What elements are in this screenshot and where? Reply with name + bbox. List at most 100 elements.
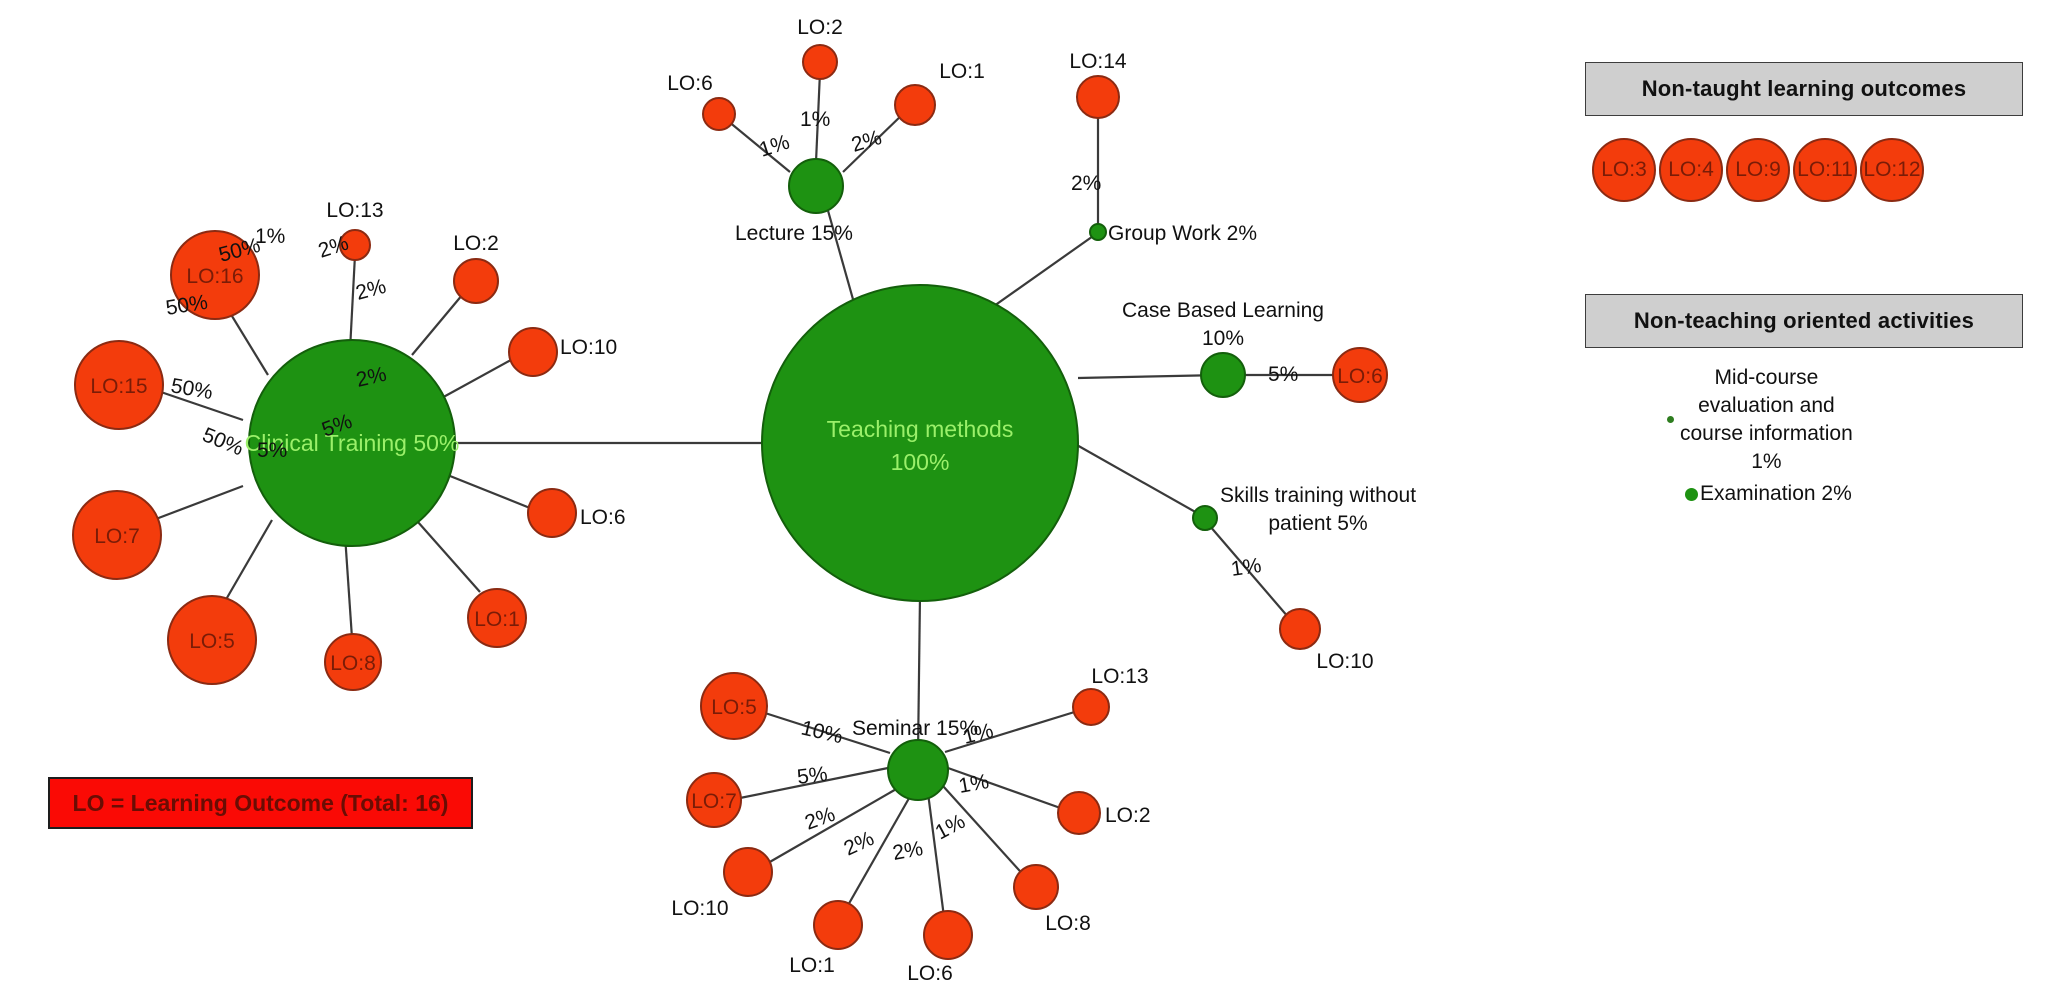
edge-clinical-lo7 xyxy=(147,484,244,524)
node-lo[interactable]: LO:10 xyxy=(671,847,773,920)
node-lo[interactable]: LO:1 xyxy=(467,588,527,648)
node-teaching-methods[interactable]: Teaching methods 100% xyxy=(761,284,1079,602)
edge-clinical-lo13 xyxy=(348,254,357,351)
node-teaching-methods-label-line1: Teaching methods xyxy=(827,416,1014,442)
non-taught-outcomes-list: LO:3 LO:4 LO:9 LO:11 LO:12 xyxy=(1592,135,2022,205)
node-lo-label: LO:14 xyxy=(1069,50,1127,73)
edge-label: 50% xyxy=(169,374,214,404)
node-lo[interactable]: LO:7 xyxy=(72,490,162,580)
node-lecture-label: Lecture 15% xyxy=(735,222,853,245)
node-teaching-methods-label-line2: 100% xyxy=(891,449,950,475)
node-lo-label: LO:2 xyxy=(1105,804,1151,827)
edge-clinical-lo8 xyxy=(343,534,354,639)
node-lo[interactable]: LO:16 xyxy=(170,230,260,320)
edge-label: 1% xyxy=(1229,554,1262,581)
non-taught-outcome-chip[interactable]: LO:12 xyxy=(1860,138,1924,202)
edge-teaching-to-casebased xyxy=(1077,373,1223,380)
node-lo-label: LO:5 xyxy=(711,696,757,719)
node-skills-training-label-line2: patient 5% xyxy=(1268,512,1367,535)
node-lo-label: LO:2 xyxy=(797,16,843,39)
node-lo-label: LO:6 xyxy=(1337,365,1383,388)
node-lo[interactable]: LO:1 xyxy=(789,900,863,977)
node-case-based-learning[interactable]: Case Based Learning 10% xyxy=(1122,299,1324,398)
node-lo-label: LO:2 xyxy=(453,232,499,255)
node-lo[interactable]: LO:14 xyxy=(1069,50,1127,119)
node-lo-label: LO:13 xyxy=(326,199,383,222)
node-lo[interactable]: LO:15 xyxy=(74,340,164,430)
edge-label: 1% xyxy=(957,770,991,798)
non-taught-outcome-chip[interactable]: LO:11 xyxy=(1793,138,1857,202)
green-dot-icon xyxy=(1685,487,1698,501)
edge-clinical-lo6 xyxy=(434,468,531,510)
node-lo[interactable]: LO:6 xyxy=(1332,347,1388,403)
edge-label: 2% xyxy=(891,837,925,865)
node-lo[interactable]: LO:10 xyxy=(1279,608,1374,673)
edge-label: 2% xyxy=(1071,172,1101,195)
edge-label: 2% xyxy=(353,275,388,305)
edge-clinical-lo1 xyxy=(409,512,481,593)
edge-seminar-lo7 xyxy=(739,766,889,800)
node-lo[interactable]: LO:2 xyxy=(453,232,499,304)
edge-clinical-lo10 xyxy=(437,354,521,401)
node-lo[interactable]: LO:6 xyxy=(667,72,736,131)
edge-skills-lo10 xyxy=(1208,524,1296,626)
node-lo-label: LO:15 xyxy=(90,375,147,398)
node-lo[interactable]: LO:8 xyxy=(1013,864,1091,935)
node-lo[interactable]: LO:2 xyxy=(1057,791,1151,835)
node-lo[interactable]: LO:10 xyxy=(508,327,617,377)
node-skills-training-label-line1: Skills training without xyxy=(1220,484,1416,507)
node-lo-label: LO:5 xyxy=(189,630,235,653)
node-lo[interactable]: LO:2 xyxy=(797,16,843,80)
non-teaching-activity-label: Examination 2% xyxy=(1700,482,1852,505)
edge-seminar-lo13 xyxy=(944,708,1082,754)
edge-teaching-to-skills xyxy=(1067,439,1207,519)
edge-label: 2% xyxy=(802,803,838,835)
node-lo[interactable]: LO:13 xyxy=(1072,665,1149,726)
edge-label: 50% xyxy=(199,423,247,460)
node-lo-label: LO:1 xyxy=(939,60,985,83)
node-lo-label: LO:8 xyxy=(330,652,376,675)
node-seminar[interactable]: Seminar 15% xyxy=(852,717,978,801)
node-seminar-label: Seminar 15% xyxy=(852,717,978,740)
node-lo[interactable]: LO:5 xyxy=(167,595,257,685)
non-teaching-activity-item[interactable]: Mid-course evaluation and course informa… xyxy=(1667,364,1853,476)
edge-clinical-lo15 xyxy=(154,388,244,422)
node-lo[interactable]: LO:6 xyxy=(907,910,973,985)
node-lecture[interactable]: Lecture 15% xyxy=(735,158,853,245)
edge-clinical-lo2 xyxy=(411,287,469,356)
edge-label: 5% xyxy=(796,762,829,789)
edge-label: 2% xyxy=(849,126,885,157)
node-lo[interactable]: LO:13 xyxy=(326,199,384,261)
non-taught-outcome-chip[interactable]: LO:3 xyxy=(1592,138,1656,202)
node-lo[interactable]: LO:5 xyxy=(700,672,768,740)
edge-seminar-lo10 xyxy=(767,787,899,864)
edge-seminar-lo2 xyxy=(947,766,1067,812)
node-case-based-learning-label-line1: Case Based Learning xyxy=(1122,299,1324,322)
node-lo-label: LO:7 xyxy=(94,525,140,548)
non-teaching-panel-heading: Non-teaching oriented activities xyxy=(1585,294,2023,348)
non-taught-outcome-chip[interactable]: LO:9 xyxy=(1726,138,1790,202)
node-lo-label: LO:10 xyxy=(671,897,728,920)
edge-label: 1% xyxy=(255,225,285,248)
node-case-based-learning-label-line2: 10% xyxy=(1202,327,1244,350)
node-clinical-training-label: Clinical Training 50% xyxy=(245,430,460,456)
node-lo-label: LO:7 xyxy=(691,790,737,813)
edge-lecture-lo2 xyxy=(814,71,822,163)
node-lo-label: LO:1 xyxy=(789,954,835,977)
edge-label: 10% xyxy=(799,716,845,748)
non-teaching-activity-label: Mid-course evaluation and course informa… xyxy=(1680,366,1853,473)
node-lo[interactable]: LO:7 xyxy=(686,772,742,828)
edge-label: 2% xyxy=(840,827,877,861)
non-taught-outcome-chip[interactable]: LO:4 xyxy=(1659,138,1723,202)
node-lo[interactable]: LO:1 xyxy=(894,60,985,126)
node-lo[interactable]: LO:6 xyxy=(527,488,626,538)
node-lo-label: LO:6 xyxy=(667,72,713,95)
node-lo[interactable]: LO:8 xyxy=(324,633,382,691)
non-teaching-activity-item[interactable]: Examination 2% xyxy=(1685,482,1852,506)
node-clinical-training[interactable]: Clinical Training 50% xyxy=(245,339,460,547)
node-skills-training[interactable]: Skills training without patient 5% xyxy=(1192,484,1416,535)
edge-lecture-lo6 xyxy=(727,120,791,173)
node-lo-label: LO:13 xyxy=(1091,665,1148,688)
node-group-work[interactable]: Group Work 2% xyxy=(1089,222,1257,245)
